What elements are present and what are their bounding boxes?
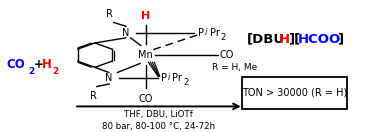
Text: 80 bar, 80-100 °C, 24-72h: 80 bar, 80-100 °C, 24-72h — [102, 122, 215, 131]
Text: 2: 2 — [52, 67, 59, 76]
Text: 2: 2 — [221, 33, 226, 42]
Text: i: i — [167, 73, 170, 82]
FancyBboxPatch shape — [242, 77, 347, 109]
Text: [DBU: [DBU — [247, 33, 285, 46]
Text: 2: 2 — [183, 78, 188, 87]
Text: N: N — [122, 28, 130, 38]
Text: THF, DBU, LiOTf: THF, DBU, LiOTf — [124, 110, 193, 119]
Text: i: i — [205, 28, 208, 37]
Text: TON > 30000 (R = H): TON > 30000 (R = H) — [242, 88, 347, 98]
Text: H: H — [141, 11, 150, 21]
Text: 2: 2 — [28, 67, 34, 76]
Text: ][: ][ — [288, 33, 300, 46]
Text: Mn: Mn — [138, 50, 153, 60]
Text: CO: CO — [6, 58, 25, 71]
Text: H: H — [42, 58, 52, 71]
Text: H: H — [279, 33, 290, 46]
Text: P: P — [198, 28, 204, 38]
Text: Pr: Pr — [172, 73, 182, 83]
Text: N: N — [105, 73, 113, 83]
Text: R: R — [107, 8, 113, 18]
Text: Pr: Pr — [210, 28, 220, 38]
Text: CO: CO — [219, 50, 234, 60]
Text: R: R — [90, 91, 96, 101]
Text: HCOO: HCOO — [298, 33, 341, 46]
Text: +: + — [34, 58, 44, 71]
Text: ]: ] — [337, 33, 343, 46]
Text: CO: CO — [138, 94, 153, 104]
Text: P: P — [161, 73, 167, 83]
Text: R = H, Me: R = H, Me — [212, 63, 257, 72]
